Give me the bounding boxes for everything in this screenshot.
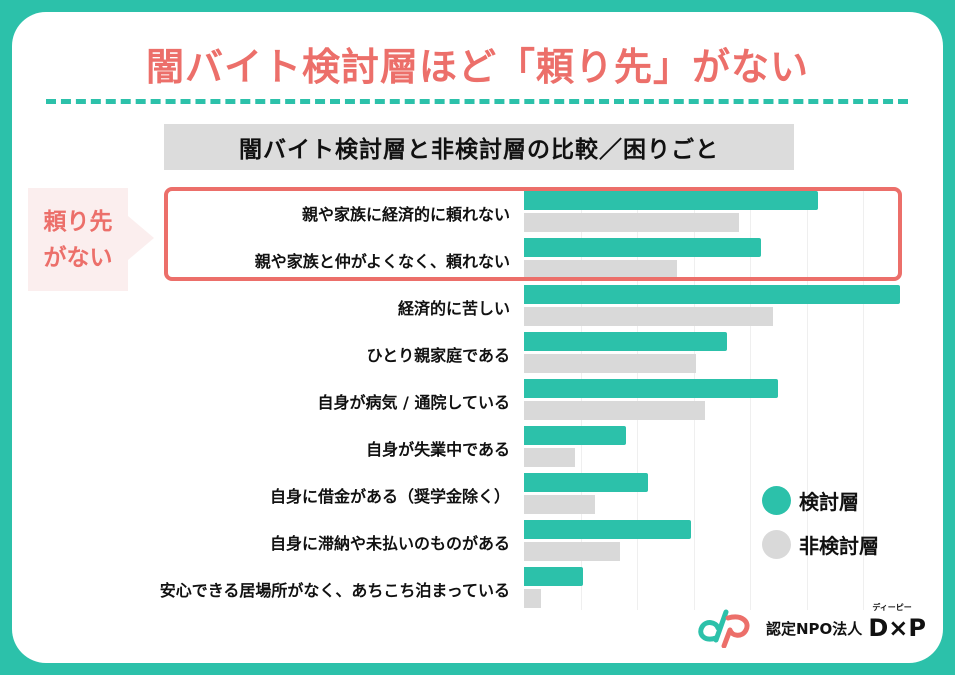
bar-considering: [524, 238, 762, 257]
gridline: [863, 190, 864, 610]
category-label: ひとり親家庭である: [366, 346, 510, 365]
category-label: 親や家族と仲がよくなく、頼れない: [254, 252, 510, 271]
bar-considering: [524, 520, 691, 539]
gridline: [806, 190, 808, 610]
bar-not-considering: [524, 542, 621, 561]
callout-label: 頼り先 がない: [28, 188, 128, 291]
bar-considering: [524, 285, 900, 304]
bar-considering: [524, 379, 779, 398]
callout-line-1: 頼り先: [43, 208, 113, 235]
bar-not-considering: [524, 589, 541, 608]
chart-legend: 検討層 非検討層: [762, 478, 879, 566]
bar-considering: [524, 191, 818, 210]
bar-not-considering: [524, 354, 697, 373]
bar-not-considering: [524, 260, 677, 279]
bar-not-considering: [524, 495, 595, 514]
category-label: 自身に滞納や未払いのものがある: [269, 534, 510, 553]
chart-subtitle: 闇バイト検討層と非検討層の比較／困りごと: [164, 124, 794, 170]
page-title: 闇バイト検討層ほど「頼り先」がない: [145, 45, 809, 89]
bar-not-considering: [524, 448, 575, 467]
category-label: 自身が失業中である: [366, 440, 510, 459]
bar-considering: [524, 426, 626, 445]
logo-ruby: ディーピー: [872, 603, 912, 612]
gray-dot-icon: [762, 529, 791, 559]
card: [12, 12, 943, 663]
legend-label: 非検討層: [799, 533, 879, 558]
bar-considering: [524, 567, 584, 586]
bar-not-considering: [524, 213, 739, 232]
legend-item-considering: 検討層: [762, 478, 879, 522]
teal-dot-icon: [762, 485, 791, 515]
logo-org-type: 認定NPO法人: [766, 619, 863, 638]
logo-brand-text: D×P: [868, 614, 926, 642]
dxp-logo: 認定NPO法人 ディーピー D×P: [694, 603, 926, 648]
bar-considering: [524, 332, 728, 351]
logo-brand: ディーピー D×P: [868, 603, 926, 642]
category-label: 親や家族に経済的に頼れない: [301, 205, 510, 224]
callout-line-2: がない: [43, 244, 113, 271]
gridline: [637, 190, 638, 610]
dashed-divider: [46, 99, 908, 104]
dxp-infinity-logo-icon: [698, 609, 750, 648]
bar-not-considering: [524, 307, 773, 326]
legend-label: 検討層: [799, 489, 859, 514]
callout-arrow-icon: [128, 216, 154, 260]
gridline: [580, 190, 582, 610]
bar-not-considering: [524, 401, 705, 420]
category-label: 自身が病気 / 通院している: [317, 393, 510, 412]
legend-item-not-considering: 非検討層: [762, 522, 879, 566]
bar-considering: [524, 473, 649, 492]
category-label: 安心できる居場所がなく、あちこち泊まっている: [159, 581, 510, 600]
category-label: 経済的に苦しい: [397, 299, 510, 318]
gridline: [750, 190, 751, 610]
category-label: 自身に借金がある（奨学金除く）: [269, 487, 510, 506]
gridline: [693, 190, 695, 610]
